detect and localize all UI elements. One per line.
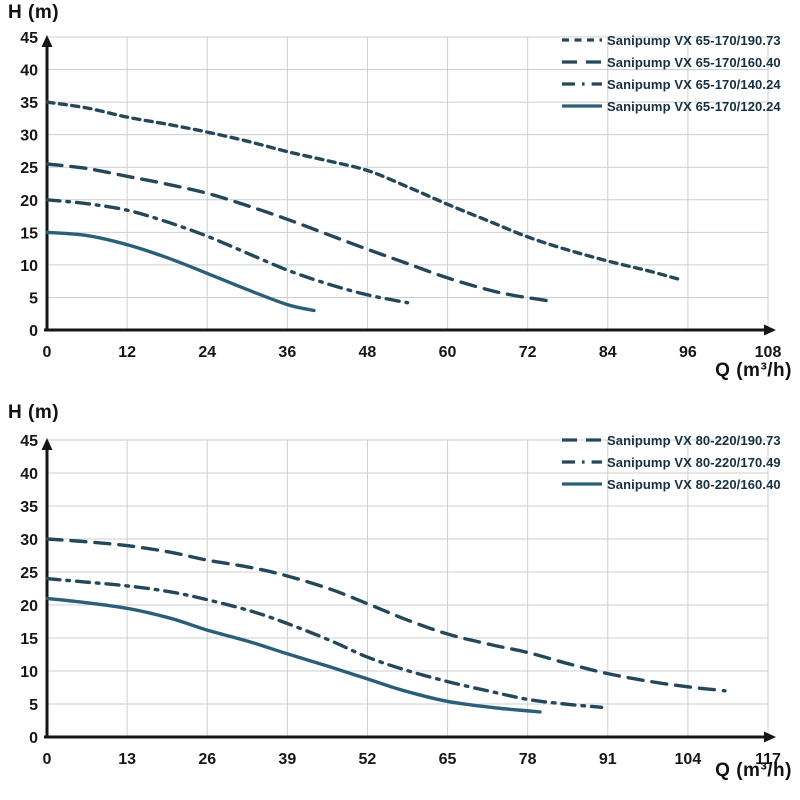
- legend-line-sample-icon: [562, 482, 602, 486]
- legend-line-sample-icon: [562, 60, 602, 64]
- x-tick-label: 91: [599, 751, 617, 768]
- y-tick-labels: 0 5 10 15 20 25 30 35 40 45: [20, 433, 38, 747]
- y-tick-label: 25: [20, 160, 38, 177]
- axes: [41, 35, 776, 336]
- legend-item-sanipump-vx-65-170-160-40: Sanipump VX 65-170/160.40: [560, 51, 798, 73]
- legend-label: Sanipump VX 65-170/120.24: [607, 98, 781, 114]
- legend-label: Sanipump VX 80-220/160.40: [607, 476, 781, 492]
- y-tick-label: 0: [29, 730, 38, 747]
- y-tick-label: 15: [20, 631, 38, 648]
- x-axis-arrow-icon: [764, 731, 776, 743]
- y-tick-label: 5: [29, 290, 38, 307]
- gridlines: [47, 439, 769, 737]
- x-tick-label: 84: [599, 344, 617, 361]
- gridlines: [47, 36, 769, 330]
- legend-label: Sanipump VX 65-170/160.40: [607, 54, 781, 70]
- y-axis-arrow-icon: [41, 35, 53, 47]
- y-tick-label: 30: [20, 532, 38, 549]
- y-axis-title: H (m): [8, 2, 60, 23]
- x-tick-label: 108: [755, 344, 782, 361]
- x-tick-label: 60: [439, 344, 457, 361]
- pump-chart-80-220: H (m) 0 13 26 39 52 65 78 91 104 117 0 5 10 15 20 25 30 3…: [0, 400, 800, 800]
- y-tick-label: 35: [20, 499, 38, 516]
- x-tick-label: 48: [359, 344, 377, 361]
- x-tick-label: 12: [118, 344, 136, 361]
- x-tick-label: 13: [118, 751, 136, 768]
- y-tick-label: 45: [20, 433, 38, 450]
- curve-sanipump-vx-80-220-160-40: [45, 596, 542, 714]
- x-axis-title: Q (m³/h): [715, 760, 792, 781]
- y-tick-label: 10: [20, 258, 38, 275]
- legend-line-sample-icon: [562, 460, 602, 464]
- x-tick-label: 104: [675, 751, 702, 768]
- x-tick-label: 0: [43, 344, 52, 361]
- y-axis-title: H (m): [8, 402, 60, 423]
- x-tick-label: 0: [43, 751, 52, 768]
- y-tick-label: 10: [20, 664, 38, 681]
- pump-chart-65-170: H (m) 0 12 24 36 48 60 72 84 96 108 0 5 10 15 20 25 30 35…: [8, 2, 798, 381]
- legend-line-sample-icon: [562, 438, 602, 442]
- legend-item-sanipump-vx-65-170-140-24: Sanipump VX 65-170/140.24: [560, 73, 798, 95]
- x-tick-label: 65: [439, 751, 457, 768]
- chart-plot-area: 0 12 24 36 48 60 72 84 96 108 0 5 10 15 20 25 30 35 40 45: [20, 30, 782, 361]
- y-tick-labels: 0 5 10 15 20 25 30 35 40 45: [20, 30, 38, 340]
- curve-sanipump-vx-65-170-190-73: [45, 100, 683, 282]
- x-tick-label: 39: [278, 751, 296, 768]
- curve-sanipump-vx-80-220-190-73: [45, 537, 727, 693]
- x-axis-arrow-icon: [764, 324, 776, 336]
- x-tick-label: 117: [755, 751, 781, 768]
- legend-line-sample-icon: [562, 38, 602, 42]
- curve-sanipump-vx-65-170-120-24: [45, 230, 316, 313]
- y-tick-label: 35: [20, 95, 38, 112]
- legend-item-sanipump-vx-80-220-190-73: Sanipump VX 80-220/190.73: [560, 429, 798, 451]
- curve-sanipump-vx-80-220-170-49: [45, 576, 604, 709]
- y-tick-label: 0: [29, 323, 38, 340]
- y-tick-label: 20: [20, 193, 38, 210]
- legend-item-sanipump-vx-80-220-170-49: Sanipump VX 80-220/170.49: [560, 451, 798, 473]
- legend-label: Sanipump VX 80-220/190.73: [607, 432, 781, 448]
- legend-label: Sanipump VX 80-220/170.49: [607, 454, 781, 470]
- y-tick-label: 25: [20, 565, 38, 582]
- x-tick-label: 52: [359, 751, 377, 768]
- curve-sanipump-vx-65-170-140-24: [45, 198, 410, 305]
- legend-line-sample-icon: [562, 82, 602, 86]
- legend-label: Sanipump VX 65-170/140.24: [607, 76, 781, 92]
- chart-legend: Sanipump VX 65-170/190.73 Sanipump VX 65-…: [560, 29, 798, 117]
- legend-label: Sanipump VX 65-170/190.73: [607, 32, 781, 48]
- y-tick-label: 45: [20, 30, 38, 47]
- y-tick-label: 40: [20, 466, 38, 483]
- x-tick-labels: 0 13 26 39 52 65 78 91 104 117: [43, 751, 781, 768]
- x-axis-title: Q (m³/h): [715, 360, 792, 381]
- x-tick-label: 26: [198, 751, 216, 768]
- legend-item-sanipump-vx-80-220-160-40: Sanipump VX 80-220/160.40: [560, 473, 798, 495]
- x-tick-labels: 0 12 24 36 48 60 72 84 96 108: [43, 344, 782, 361]
- legend-item-sanipump-vx-65-170-120-24: Sanipump VX 65-170/120.24: [560, 95, 798, 117]
- chart-legend: Sanipump VX 80-220/190.73 Sanipump VX 80-…: [560, 429, 798, 495]
- x-tick-label: 36: [278, 344, 296, 361]
- x-tick-label: 78: [519, 751, 537, 768]
- y-tick-label: 40: [20, 63, 38, 80]
- y-tick-label: 5: [29, 697, 38, 714]
- x-tick-label: 24: [198, 344, 216, 361]
- x-tick-label: 72: [519, 344, 537, 361]
- y-tick-label: 30: [20, 128, 38, 145]
- y-tick-label: 20: [20, 598, 38, 615]
- legend-line-sample-icon: [562, 104, 602, 108]
- axes: [41, 438, 776, 743]
- chart-plot-area: 0 13 26 39 52 65 78 91 104 117 0 5 10 15 20 25 30 35 40 45: [20, 433, 781, 768]
- y-axis-arrow-icon: [41, 438, 53, 450]
- legend-item-sanipump-vx-65-170-190-73: Sanipump VX 65-170/190.73: [560, 29, 798, 51]
- y-tick-label: 15: [20, 225, 38, 242]
- curve-sanipump-vx-65-170-160-40: [45, 162, 550, 303]
- x-tick-label: 96: [679, 344, 697, 361]
